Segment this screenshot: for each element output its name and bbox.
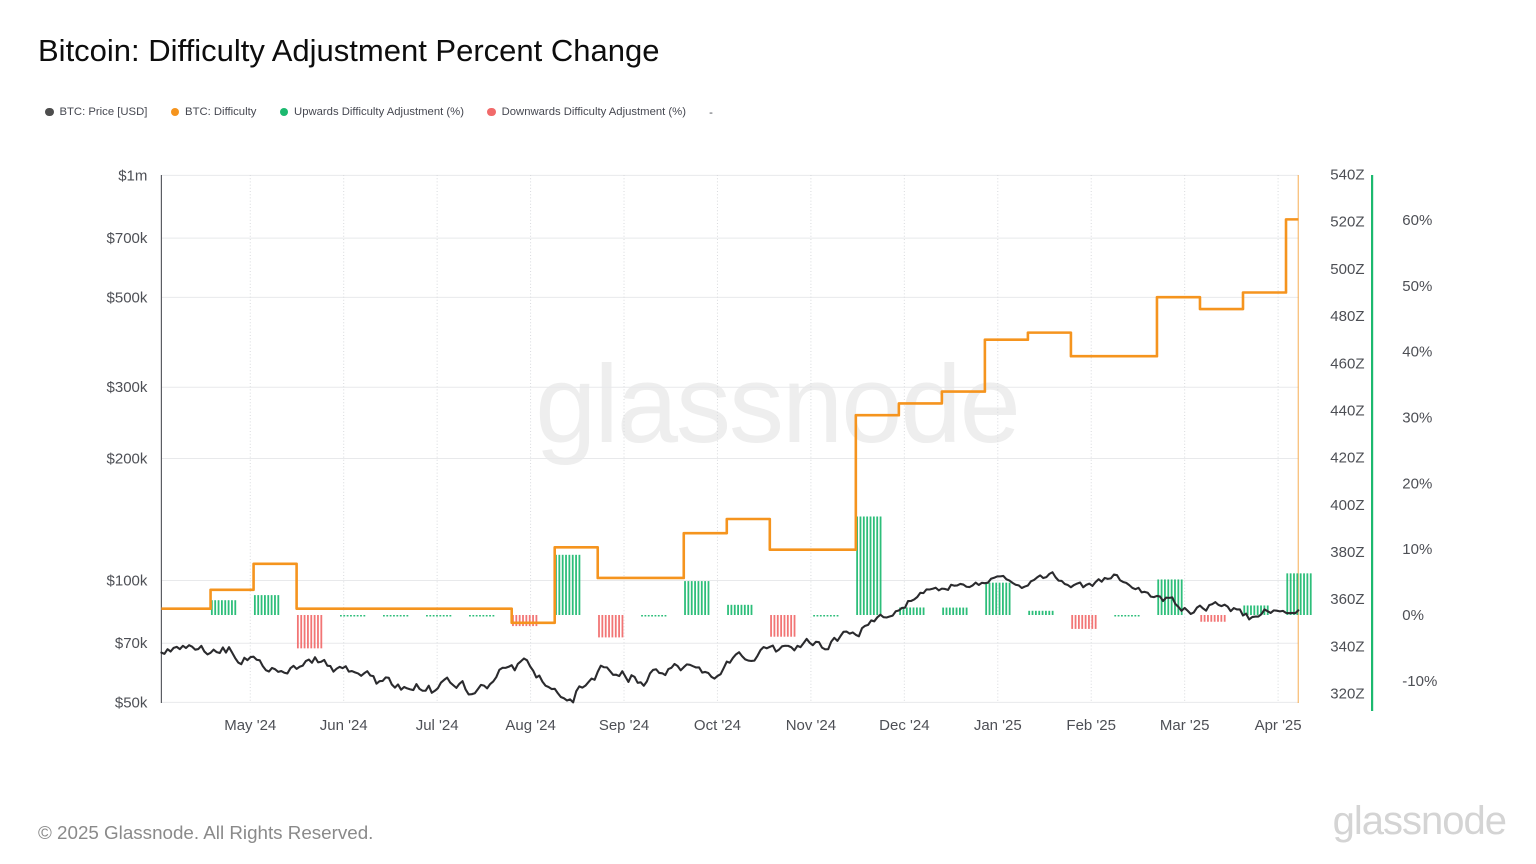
svg-text:Dec '24: Dec '24 — [879, 717, 929, 734]
svg-text:20%: 20% — [1402, 475, 1432, 492]
svg-text:May '24: May '24 — [224, 717, 276, 734]
svg-text:360Z: 360Z — [1330, 591, 1364, 608]
svg-text:30%: 30% — [1402, 410, 1432, 427]
svg-text:0%: 0% — [1402, 607, 1424, 624]
svg-text:$1m: $1m — [118, 167, 147, 184]
svg-text:Sep '24: Sep '24 — [599, 717, 649, 734]
svg-text:Jul '24: Jul '24 — [416, 717, 459, 734]
svg-text:520Z: 520Z — [1330, 214, 1364, 231]
svg-text:$100k: $100k — [107, 572, 148, 589]
svg-text:400Z: 400Z — [1330, 497, 1364, 514]
svg-text:$700k: $700k — [107, 230, 148, 247]
svg-text:Mar '25: Mar '25 — [1160, 717, 1210, 734]
svg-text:480Z: 480Z — [1330, 308, 1364, 325]
svg-text:Jun '24: Jun '24 — [320, 717, 368, 734]
svg-text:$70k: $70k — [115, 635, 148, 652]
svg-text:Apr '25: Apr '25 — [1255, 717, 1302, 734]
svg-text:60%: 60% — [1402, 212, 1432, 229]
svg-text:$50k: $50k — [115, 694, 148, 711]
svg-text:$500k: $500k — [107, 289, 148, 306]
svg-text:$300k: $300k — [107, 379, 148, 396]
svg-text:340Z: 340Z — [1330, 638, 1364, 655]
svg-text:40%: 40% — [1402, 344, 1432, 361]
svg-text:320Z: 320Z — [1330, 686, 1364, 703]
svg-text:Feb '25: Feb '25 — [1066, 717, 1116, 734]
svg-text:380Z: 380Z — [1330, 544, 1364, 561]
svg-text:Aug '24: Aug '24 — [505, 717, 555, 734]
svg-text:Nov '24: Nov '24 — [786, 717, 836, 734]
svg-text:440Z: 440Z — [1330, 402, 1364, 419]
svg-text:420Z: 420Z — [1330, 450, 1364, 467]
svg-text:500Z: 500Z — [1330, 261, 1364, 278]
svg-text:10%: 10% — [1402, 541, 1432, 558]
svg-text:Oct '24: Oct '24 — [694, 717, 741, 734]
svg-text:50%: 50% — [1402, 278, 1432, 295]
svg-text:-10%: -10% — [1402, 673, 1437, 690]
svg-text:460Z: 460Z — [1330, 355, 1364, 372]
svg-text:Jan '25: Jan '25 — [974, 717, 1022, 734]
svg-text:540Z: 540Z — [1330, 167, 1364, 184]
svg-text:$200k: $200k — [107, 451, 148, 468]
